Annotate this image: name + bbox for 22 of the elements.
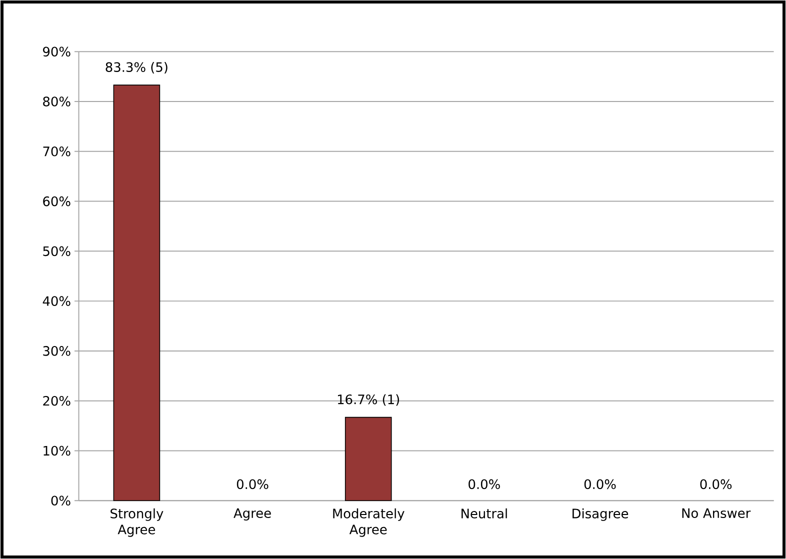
y-tick-label: 90% (43, 46, 70, 57)
y-tick-label: 30% (43, 346, 70, 356)
data-label: 0.0% (468, 479, 500, 490)
x-tick-label: Agree (234, 508, 271, 521)
data-label: 0.0% (236, 479, 268, 490)
x-tick-label: Strongly Agree (110, 508, 164, 537)
data-label: 0.0% (700, 479, 732, 490)
x-tick-label: Moderately Agree (333, 508, 404, 537)
x-tick-label: Disagree (572, 508, 628, 521)
x-tick-label: No Answer (682, 508, 751, 518)
y-tick-label: 0% (51, 496, 70, 506)
data-label: 0.0% (584, 479, 616, 490)
x-tick-label: Neutral (462, 508, 507, 518)
y-tick-label: 40% (42, 296, 70, 306)
y-tick-label: 80% (43, 96, 70, 106)
y-tick-label: 10% (44, 446, 70, 456)
y-tick-label: 50% (43, 246, 70, 256)
data-label: 16.7% (1) (338, 394, 400, 406)
y-tick-label: 20% (43, 396, 70, 406)
data-label: 83.3% (5) (106, 62, 168, 74)
y-tick-label: 70% (43, 146, 70, 156)
y-tick-label: 60% (43, 196, 70, 206)
